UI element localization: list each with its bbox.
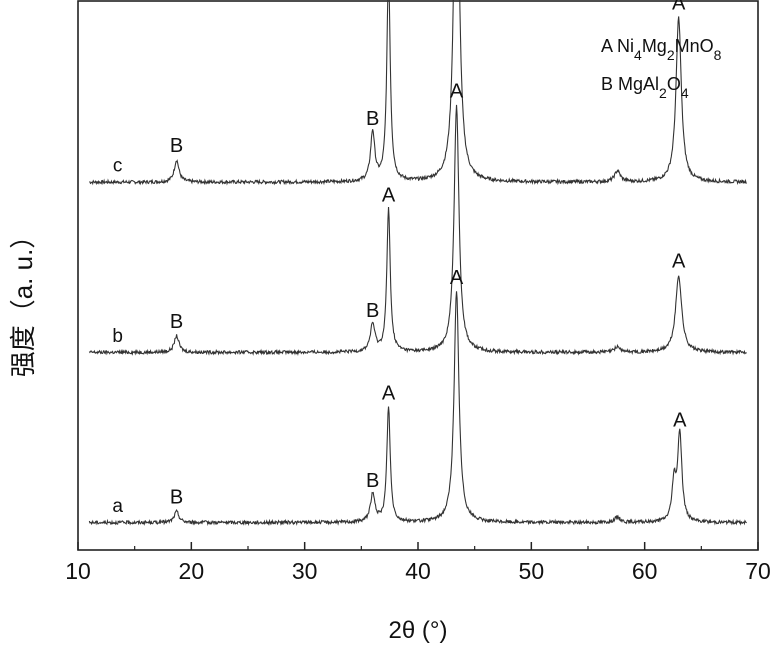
- legend-entry: B MgAl2O4: [601, 74, 689, 101]
- x-tick-label: 60: [632, 558, 658, 584]
- peak-tag-A: A: [672, 251, 686, 273]
- peak-tag-A: A: [673, 410, 687, 432]
- series-label-a: a: [112, 496, 123, 517]
- peak-tag-B: B: [170, 311, 183, 333]
- series-group: c b a: [88, 0, 747, 527]
- x-tick-label: 10: [65, 558, 91, 584]
- peak-tag-B: B: [366, 470, 379, 492]
- x-axis: 10 20 30 40 50 60 70: [65, 542, 771, 584]
- legend-formula-part: O: [667, 74, 681, 94]
- peak-tag-B: B: [170, 487, 183, 509]
- peak-tag-A: A: [672, 0, 686, 14]
- legend-formula-part: MgAl: [618, 74, 659, 94]
- legend-letter: B: [601, 74, 618, 94]
- series-line-b: [88, 104, 747, 356]
- series-line-c: [89, 0, 747, 186]
- peak-tag-B: B: [170, 135, 183, 157]
- y-axis-label: 强度（a. u.）: [8, 223, 38, 378]
- series-line-a: [88, 291, 747, 527]
- legend-formula-part: MnO: [675, 36, 714, 56]
- peak-tag-B: B: [366, 108, 379, 130]
- legend-subscript: 2: [659, 85, 667, 101]
- peak-tags: BBAAABBAAABBAAA: [170, 0, 687, 509]
- legend-subscript: 8: [714, 47, 722, 63]
- x-tick-label: 50: [519, 558, 545, 584]
- peak-tag-A: A: [382, 185, 396, 207]
- peak-tag-B: B: [366, 300, 379, 322]
- peak-tag-A: A: [382, 382, 396, 404]
- x-axis-label: 2θ (°): [389, 617, 448, 644]
- peak-tag-A: A: [450, 80, 464, 102]
- legend-formula-part: Ni: [617, 36, 634, 56]
- legend-formula-part: Mg: [642, 36, 667, 56]
- legend-subscript: 4: [681, 85, 689, 101]
- legend-letter: A: [601, 36, 617, 56]
- series-label-c: c: [113, 156, 123, 177]
- legend-subscript: 4: [634, 47, 642, 63]
- legend-entry: A Ni4Mg2MnO8: [601, 36, 722, 63]
- series-label-b: b: [112, 326, 123, 347]
- peak-tag-A: A: [450, 267, 464, 289]
- legend-subscript: 2: [667, 47, 675, 63]
- x-tick-label: 40: [405, 558, 431, 584]
- x-tick-label: 20: [179, 558, 205, 584]
- x-tick-label: 30: [292, 558, 318, 584]
- x-tick-label: 70: [745, 558, 771, 584]
